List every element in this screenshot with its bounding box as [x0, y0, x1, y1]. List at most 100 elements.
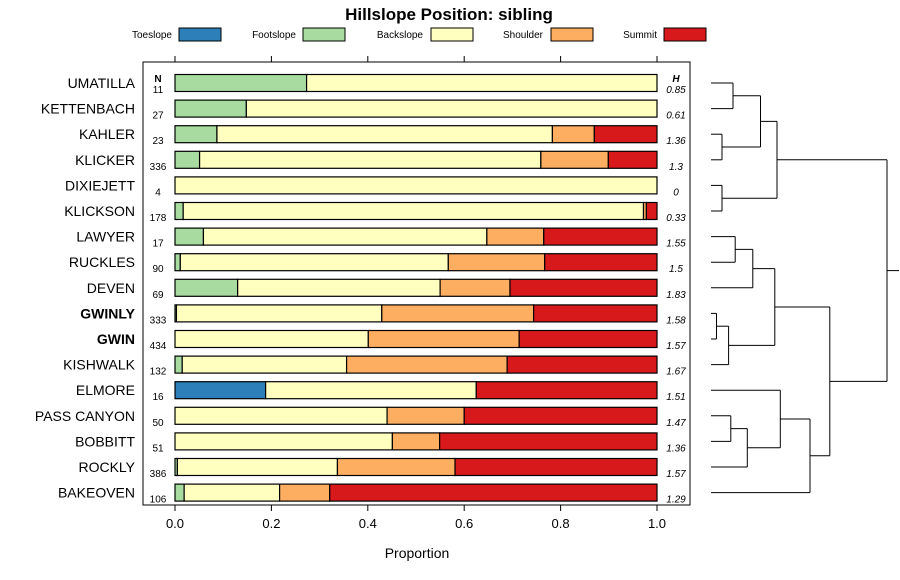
bar-segment-summit	[607, 150, 658, 169]
row-elmore: ELMORE 16 1.51	[76, 381, 686, 403]
row-label: DEVEN	[87, 280, 135, 296]
bar-segment-backslope	[305, 73, 658, 93]
row-label: ELMORE	[76, 382, 135, 398]
n-column-header: N	[154, 74, 161, 85]
bar-segment-backslope	[202, 227, 488, 246]
row-kahler: KAHLER 23 1.36	[79, 125, 686, 147]
bar-rows: UMATILLA 11 0.85 KETTENBACH 27 0.61 KAHLER 23 1.…	[35, 73, 686, 506]
bar-segment-footslope	[174, 125, 218, 144]
bar-segment-shoulder	[391, 432, 441, 451]
bar-segment-shoulder	[551, 125, 595, 144]
bar-segment-summit	[533, 304, 658, 323]
legend-swatch-summit	[663, 27, 707, 42]
row-label: KAHLER	[79, 126, 135, 142]
bar-segment-shoulder	[367, 329, 520, 349]
row-lawyer: LAWYER 17 1.55	[76, 227, 686, 250]
bar-segment-shoulder	[381, 304, 535, 323]
h-value: 1.47	[666, 418, 686, 429]
legend-label-backslope: Backslope	[377, 30, 424, 41]
h-value: 1.57	[666, 341, 686, 352]
row-bakeoven: BAKEOVEN 106 1.29	[58, 483, 686, 506]
row-klickson: KLICKSON 178 0.33	[64, 201, 686, 224]
bar-segment-backslope	[181, 355, 348, 374]
legend-swatch-backslope	[430, 27, 474, 42]
bar-segment-backslope	[174, 406, 388, 425]
h-value: 1.51	[666, 392, 685, 403]
bar-segment-shoulder	[278, 483, 331, 502]
x-tick-label: 0.0	[166, 516, 184, 531]
bar-segment-backslope	[175, 304, 383, 323]
row-label: LAWYER	[76, 229, 135, 245]
bar-segment-backslope	[174, 432, 393, 451]
row-umatilla: UMATILLA 11 0.85	[68, 73, 686, 96]
x-tick-label: 0.8	[552, 516, 570, 531]
row-label: KETTENBACH	[41, 101, 135, 117]
h-value: 0	[673, 187, 679, 198]
x-tick-label: 0.6	[455, 516, 473, 531]
row-label: BAKEOVEN	[58, 485, 135, 501]
row-gwinly: GWINLY 333 1.58	[80, 304, 686, 326]
row-label: KISHWALK	[63, 357, 135, 373]
bar-segment-shoulder	[345, 355, 508, 374]
row-label: KLICKER	[75, 152, 135, 168]
h-value: 0.33	[666, 213, 686, 224]
legend-label-summit: Summit	[623, 30, 657, 41]
bar-segment-footslope	[174, 150, 201, 169]
row-pass-canyon: PASS CANYON 50 1.47	[35, 406, 686, 429]
h-value: 0.61	[666, 111, 685, 122]
row-klicker: KLICKER 336 1.3	[75, 150, 683, 173]
bar-segment-shoulder	[540, 150, 609, 169]
bar-segment-summit	[645, 201, 658, 221]
n-value: 386	[150, 469, 167, 480]
h-value: 1.3	[669, 162, 683, 173]
row-label: ROCKLY	[78, 459, 135, 475]
bar-segment-footslope	[174, 201, 184, 221]
n-value: 50	[152, 418, 164, 429]
legend-label-footslope: Footslope	[252, 30, 296, 41]
x-tick-label: 0.2	[262, 516, 280, 531]
legend-swatch-footslope	[302, 27, 346, 42]
bar-segment-summit	[439, 432, 658, 451]
n-value: 4	[155, 187, 161, 198]
n-value: 11	[153, 85, 164, 96]
bar-segment-summit	[329, 483, 658, 502]
row-ruckles: RUCKLES 90 1.5	[69, 253, 683, 275]
bar-segment-footslope	[174, 483, 185, 502]
h-value: 1.5	[669, 264, 683, 275]
row-label: RUCKLES	[69, 254, 135, 270]
bar-segment-backslope	[265, 381, 477, 400]
x-axis-label: Proportion	[385, 545, 450, 561]
legend: Toeslope Footslope Backslope Shoulder Summit	[132, 27, 707, 42]
h-value: 1.29	[666, 495, 686, 506]
bar-segment-backslope	[198, 150, 542, 169]
bar-segment-summit	[544, 253, 658, 272]
bar-segment-summit	[475, 381, 658, 400]
row-label: GWINLY	[80, 305, 135, 321]
legend-swatch-shoulder	[550, 27, 594, 42]
bar-segment-shoulder	[336, 457, 456, 477]
legend-label-toeslope: Toeslope	[132, 30, 172, 41]
row-label: UMATILLA	[68, 75, 136, 91]
bar-segment-summit	[506, 355, 658, 374]
bar-segment-summit	[593, 125, 658, 144]
h-value: 1.36	[666, 136, 686, 147]
bar-segment-footslope	[174, 355, 183, 374]
bar-segment-backslope	[183, 483, 281, 502]
n-value: 16	[152, 392, 164, 403]
n-value: 132	[150, 367, 167, 378]
n-value: 23	[152, 136, 164, 147]
legend-swatch-toeslope	[178, 27, 222, 42]
chart-title: Hillslope Position: sibling	[345, 5, 553, 24]
n-value: 17	[152, 239, 164, 250]
bar-segment-backslope	[237, 278, 441, 297]
n-value: 90	[152, 264, 164, 275]
h-value: 1.57	[666, 469, 686, 480]
bar-segment-backslope	[179, 253, 449, 272]
row-label: KLICKSON	[64, 203, 135, 219]
row-label: GWIN	[97, 331, 135, 347]
row-label: BOBBITT	[75, 433, 135, 449]
bar-segment-toeslope	[174, 381, 267, 400]
h-value: 1.67	[666, 367, 686, 378]
row-kishwalk: KISHWALK 132 1.67	[63, 355, 686, 378]
